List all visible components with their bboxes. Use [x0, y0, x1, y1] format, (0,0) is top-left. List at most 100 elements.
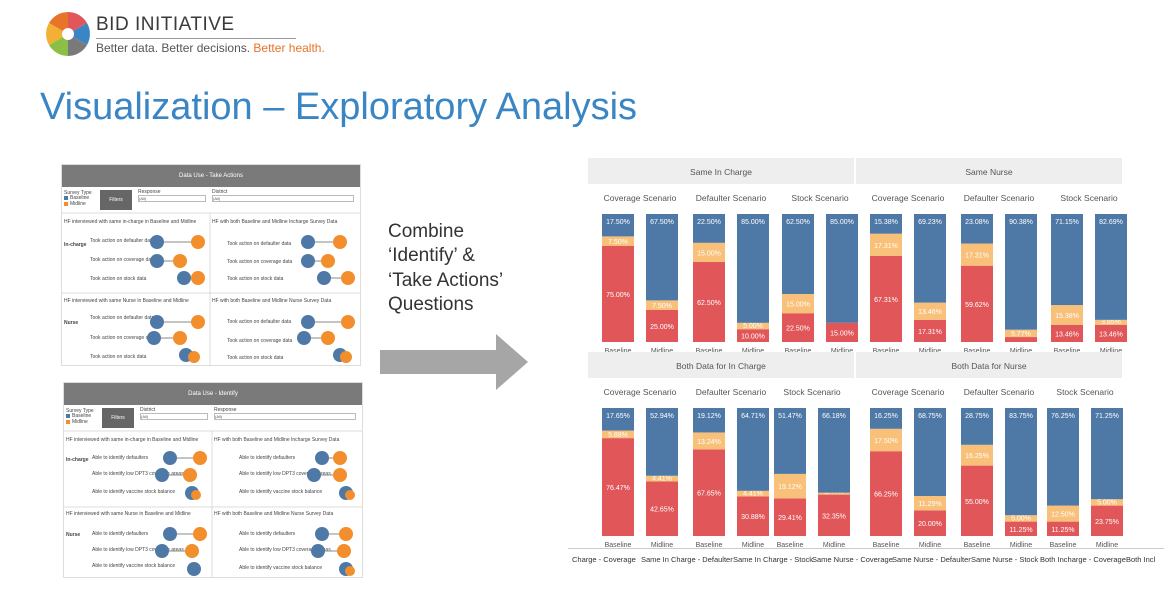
group-header [856, 158, 1122, 184]
survey-type-label: Survey Type [64, 190, 92, 196]
data-label: 17.31% [965, 253, 989, 260]
data-label: 25.00% [650, 324, 674, 331]
sheet-tab[interactable]: Same Nurse - Defaulter [892, 555, 971, 564]
response-select[interactable]: (All) [138, 195, 206, 202]
bar-segment-blue [1047, 408, 1079, 506]
bar-segment-blue [826, 214, 858, 323]
scenario-title: Stock Scenario [1056, 387, 1113, 397]
district-select[interactable]: (All) [140, 413, 208, 420]
data-label: 15.00% [786, 302, 810, 309]
row-label: Took action on coverage data [227, 259, 293, 265]
dumbbell-plot [64, 430, 362, 577]
filters-button[interactable]: Filters [100, 190, 132, 210]
bar-segment-orange [1005, 329, 1037, 338]
sheet-tab[interactable]: Same In Charge - Defaulter [641, 555, 733, 564]
district-label: District [212, 189, 228, 195]
row-label: Took action on stock data [227, 276, 284, 282]
dashboard-thumbnail-identify: Data Use - Identify Survey Type Baseline… [63, 382, 363, 578]
data-label: 15.38% [874, 219, 898, 226]
data-label: 4.41% [743, 490, 763, 497]
bar-segment-red [693, 262, 725, 342]
bar-segment-blue [914, 214, 946, 303]
bar-segment-orange [693, 432, 725, 450]
bar-segment-blue [737, 408, 769, 491]
bar-segment-orange [961, 444, 993, 466]
legend-midline: Midline [72, 419, 88, 425]
data-label: 12.50% [1051, 512, 1075, 519]
section-left-1: HF interviewed with same in-charge in Ba… [66, 437, 199, 443]
row-label: Took action on stock data [227, 355, 284, 361]
bar-segment-orange [1051, 305, 1083, 325]
scenario-title: Coverage Scenario [872, 387, 945, 397]
row-label: Able to identify vaccine stock balance [92, 563, 176, 569]
data-label: 85.00% [830, 219, 854, 226]
data-label: 67.31% [874, 297, 898, 304]
scenario-title: Coverage Scenario [872, 193, 945, 203]
district-select[interactable]: (All) [212, 195, 354, 202]
group-label-incharge: In-charge [64, 242, 87, 248]
section-right-2: HF with both Baseline and Midline Nurse … [214, 511, 334, 517]
group-title: Both Data for Nurse [951, 361, 1026, 371]
bar-segment-blue [914, 408, 946, 496]
sheet-tab[interactable]: Both Incl [1126, 555, 1156, 564]
data-label: 67.65% [697, 491, 721, 498]
callout-line: Combine [388, 221, 465, 242]
logo-text: BID INITIATIVE [96, 14, 235, 35]
bar-segment-blue [646, 408, 678, 476]
data-label: 85.00% [741, 219, 765, 226]
sheet-tab[interactable]: Same Nurse - Stock [971, 555, 1039, 564]
bar-segment-blue [774, 408, 806, 474]
data-label: 17.31% [874, 243, 898, 250]
row-label: Able to identify vaccine stock balance [239, 489, 323, 495]
x-tick-label: Baseline [696, 348, 723, 355]
bar-segment-orange [737, 490, 769, 497]
group-label-nurse: Nurse [64, 320, 79, 326]
data-label: 17.50% [606, 219, 630, 226]
data-label: 52.94% [650, 413, 674, 420]
combine-callout: Combine ‘Identify’ & ‘Take Actions’ Ques… [388, 220, 503, 317]
sheet-tab-bar: Charge - Coverage Same In Charge - Defau… [568, 548, 1164, 569]
bar-segment-red [818, 494, 850, 536]
bar-segment-blue [1005, 408, 1037, 516]
data-label: 11.25% [1009, 527, 1032, 534]
scenario-title: Coverage Scenario [604, 387, 677, 397]
row-label: Able to identify vaccine stock balance [92, 489, 176, 495]
sheet-tab[interactable]: Same In Charge - Stock [733, 555, 814, 564]
bar-segment-orange [602, 430, 634, 439]
bar-segment-red [914, 319, 946, 342]
data-label: 15.00% [830, 330, 854, 337]
response-select[interactable]: (All) [214, 413, 356, 420]
data-label: 5.00% [1011, 516, 1031, 523]
row-label: Able to identify low DPT3 coverage areas [239, 547, 331, 553]
section-left-2: HF interviewed with same Nurse in Baseli… [66, 511, 191, 517]
x-tick-label: Midline [742, 542, 764, 549]
group-header [856, 352, 1122, 378]
bar-segment-blue [1005, 214, 1037, 330]
sheet-tab[interactable]: Charge - Coverage [572, 555, 636, 564]
scenario-title: Defaulter Scenario [964, 193, 1035, 203]
data-label: 29.41% [778, 515, 802, 522]
bar-segment-orange [646, 300, 678, 310]
district-label: District [140, 407, 156, 413]
filters-button[interactable]: Filters [102, 408, 134, 428]
logo-divider [96, 38, 296, 39]
sheet-tab[interactable]: Both Incharge - Coverage [1040, 555, 1126, 564]
callout-line: ‘Identify’ & [388, 245, 475, 267]
data-label: 10.00% [741, 334, 765, 341]
data-label: 16.25% [965, 453, 989, 460]
tagline-accent: Better health. [253, 41, 325, 55]
response-label: Response [214, 407, 237, 413]
x-tick-label: Baseline [605, 348, 632, 355]
row-label: Able to identify low DPT3 coverage areas [92, 547, 184, 553]
x-tick-label: Midline [831, 348, 853, 355]
bar-segment-red [1047, 521, 1079, 536]
logo-tagline: Better data. Better decisions. Better he… [96, 41, 325, 55]
bar-segment-orange [646, 475, 678, 482]
tagline-main: Better data. Better decisions. [96, 41, 254, 55]
sheet-tab[interactable]: Same Nurse - Coverage [812, 555, 893, 564]
row-label: Able to identify defaulters [92, 531, 149, 537]
legend-swatch-baseline [64, 196, 68, 200]
bar-segment-red [782, 313, 814, 342]
group-title: Both Data for In Charge [676, 361, 766, 371]
data-label: 55.00% [965, 499, 989, 506]
